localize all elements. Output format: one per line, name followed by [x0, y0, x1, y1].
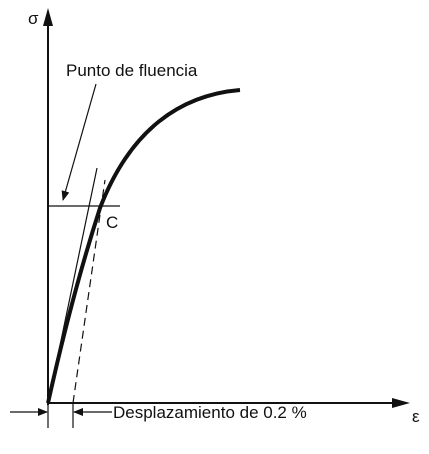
- offset-line: [72, 179, 106, 404]
- y-axis-arrow: [43, 8, 53, 26]
- offset-label: Desplazamiento de 0.2 %: [113, 403, 307, 422]
- yield-label: Punto de fluencia: [66, 61, 198, 80]
- y-axis-label: σ: [28, 9, 39, 28]
- x-axis-label: ε: [412, 407, 420, 426]
- point-label: C: [106, 213, 118, 232]
- yield-arrow: [61, 83, 97, 201]
- x-axis-arrow: [392, 398, 410, 408]
- stress-strain-curve: [46, 88, 241, 404]
- elastic-line: [47, 167, 98, 404]
